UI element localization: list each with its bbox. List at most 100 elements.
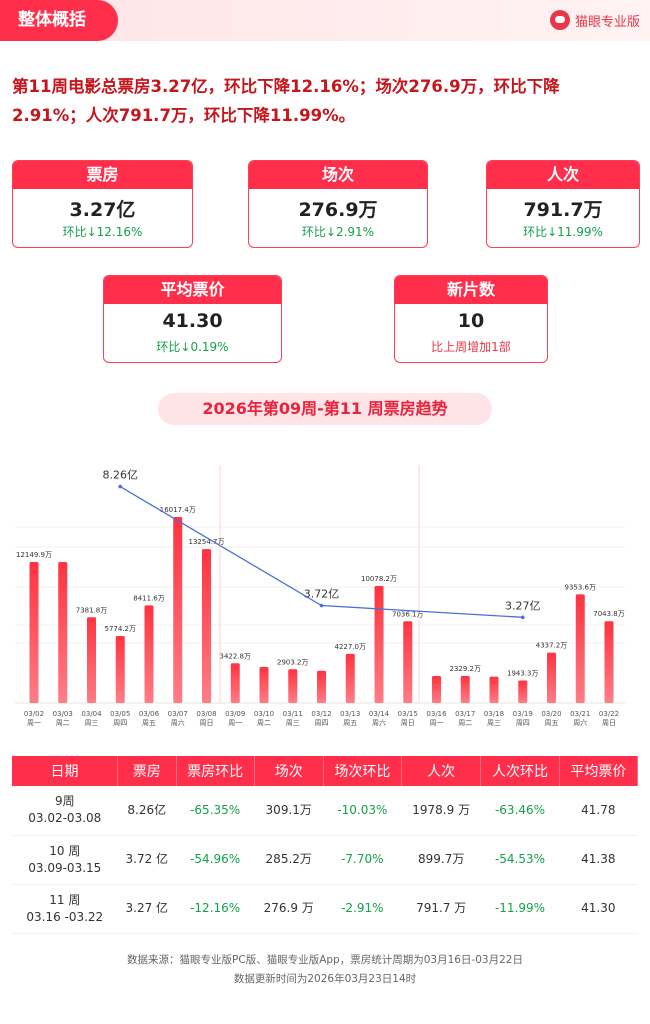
cell-price: 41.38 — [559, 835, 638, 885]
chart-title: 2026年第09周-第11 周票房趋势 — [158, 393, 492, 425]
x-tick-weekday: 周六 — [372, 718, 386, 727]
summary-text: 第11周电影总票房3.27亿，环比下降12.16%；场次276.9万，环比下降2… — [12, 77, 560, 125]
x-tick-date: 03/06 — [139, 710, 160, 718]
bar-label: 4337.2万 — [536, 642, 568, 650]
x-tick-date: 03/14 — [369, 710, 390, 718]
table-row: 11 周 03.16 -03.22 3.27 亿 -12.16% 276.9 万 -2.9… — [12, 884, 638, 934]
column-header: 票房环比 — [176, 756, 255, 786]
card-change: 环比↓11.99% — [523, 225, 603, 239]
bar — [29, 561, 39, 703]
data-source: 数据来源：猫眼专业版PC版、猫眼专业版App，票房统计周期为03月16日-03月… — [127, 954, 523, 966]
card-change: 环比↓12.16% — [62, 225, 143, 239]
cell-shows: 309.1万 — [254, 786, 324, 836]
x-tick-weekday: 周三 — [286, 719, 300, 727]
bar-label: 4227.0万 — [335, 643, 367, 651]
bar-label: 8411.6万 — [133, 594, 165, 602]
x-tick-date: 03/03 — [53, 710, 73, 718]
section-title: 整体概括 — [0, 0, 118, 41]
column-header: 日期 — [12, 756, 119, 786]
cell-adm-ch: -54.53% — [480, 835, 560, 885]
cell-shows: 276.9 万 — [254, 884, 324, 934]
line-point — [520, 615, 525, 620]
x-tick-weekday: 周二 — [458, 719, 472, 727]
x-tick-date: 03/10 — [254, 710, 274, 718]
x-tick-weekday: 周五 — [545, 719, 559, 727]
bar — [144, 605, 154, 703]
card-label: 场次 — [249, 161, 427, 189]
x-tick-weekday: 周日 — [401, 719, 415, 727]
cell-shows-ch: -2.91% — [323, 884, 402, 934]
cell-price: 41.78 — [559, 786, 638, 836]
bar — [432, 675, 441, 703]
line-label: 3.72亿 — [304, 588, 340, 601]
bar-label: 3422.8万 — [220, 652, 252, 660]
date-range: 03.16 -03.22 — [26, 909, 104, 924]
bar-label: 1943.3万 — [507, 669, 539, 677]
week: 9周 — [54, 794, 75, 809]
column-header: 场次环比 — [323, 756, 402, 786]
bar-label: 10078.2万 — [361, 575, 397, 583]
bar — [403, 621, 413, 703]
x-tick-weekday: 周一 — [228, 719, 242, 727]
bar-label: 5774.2万 — [105, 625, 137, 633]
card-box-office: 票房 3.27亿 环比↓12.16% — [12, 160, 193, 248]
x-tick-weekday: 周四 — [315, 719, 329, 727]
card-value: 10 — [457, 310, 485, 332]
week: 10 周 — [49, 843, 81, 858]
bar — [230, 663, 240, 703]
card-change: 比上周增加1部 — [431, 340, 511, 354]
x-tick-date: 03/08 — [196, 710, 216, 718]
cell-shows: 285.2万 — [254, 835, 324, 885]
card-label: 新片数 — [395, 276, 547, 304]
card-value: 3.27亿 — [69, 199, 136, 221]
bar-label: 2903.2万 — [277, 658, 309, 666]
cell-box: 3.27 亿 — [117, 884, 176, 934]
x-tick-date: 03/04 — [81, 710, 102, 718]
bar — [202, 549, 211, 703]
line-point — [118, 484, 123, 489]
card-label: 票房 — [13, 161, 192, 189]
cell-adm: 1978.9 万 — [401, 786, 481, 836]
bar-label: 7043.8万 — [593, 610, 625, 618]
card-value: 276.9万 — [298, 199, 378, 221]
bar-label: 16017.4万 — [160, 506, 196, 514]
bar — [604, 621, 614, 703]
x-tick-weekday: 周日 — [200, 719, 214, 727]
card-label: 平均票价 — [104, 276, 281, 304]
bar-label: 13254.7万 — [189, 538, 225, 546]
x-tick-date: 03/20 — [541, 710, 561, 718]
box-office-chart: 12149.9万03/02周一03/03周二7381.8万03/04周三5774… — [15, 465, 625, 727]
cell-adm-ch: -11.99% — [480, 884, 560, 934]
bar-label: 7036.1万 — [392, 610, 424, 618]
x-tick-date: 03/02 — [24, 710, 44, 718]
bar — [547, 652, 556, 703]
line-point — [319, 603, 324, 608]
x-tick-weekday: 周五 — [142, 719, 156, 727]
x-tick-date: 03/12 — [311, 710, 331, 718]
x-tick-date: 03/05 — [110, 710, 130, 718]
bar — [259, 667, 269, 703]
bar — [115, 635, 125, 703]
card-change: 环比↓2.91% — [301, 225, 375, 239]
date-range: 03.02-03.08 — [28, 811, 102, 826]
x-tick-weekday: 周六 — [573, 718, 587, 727]
bar — [518, 680, 528, 703]
line-label: 8.26亿 — [103, 469, 139, 482]
week: 11 周 — [49, 892, 81, 907]
x-tick-weekday: 周一 — [27, 719, 41, 727]
x-tick-date: 03/19 — [513, 710, 533, 718]
bar — [173, 517, 183, 703]
bar — [345, 653, 355, 703]
x-tick-date: 03/09 — [225, 710, 245, 718]
cell-date: 9周 03.02-03.08 — [12, 786, 118, 836]
card-new-films: 新片数 10 比上周增加1部 — [394, 275, 548, 363]
x-tick-date: 03/11 — [283, 710, 303, 718]
x-tick-date: 03/21 — [570, 710, 590, 718]
cell-box: 3.72 亿 — [117, 835, 176, 885]
update-time: 数据更新时间为2026年03月23日14时 — [233, 973, 417, 985]
x-tick-date: 03/17 — [455, 710, 475, 718]
cell-price: 41.30 — [559, 884, 638, 934]
column-header: 平均票价 — [559, 756, 639, 786]
cell-box-ch: -12.16% — [176, 884, 255, 934]
x-tick-weekday: 周一 — [430, 719, 444, 727]
